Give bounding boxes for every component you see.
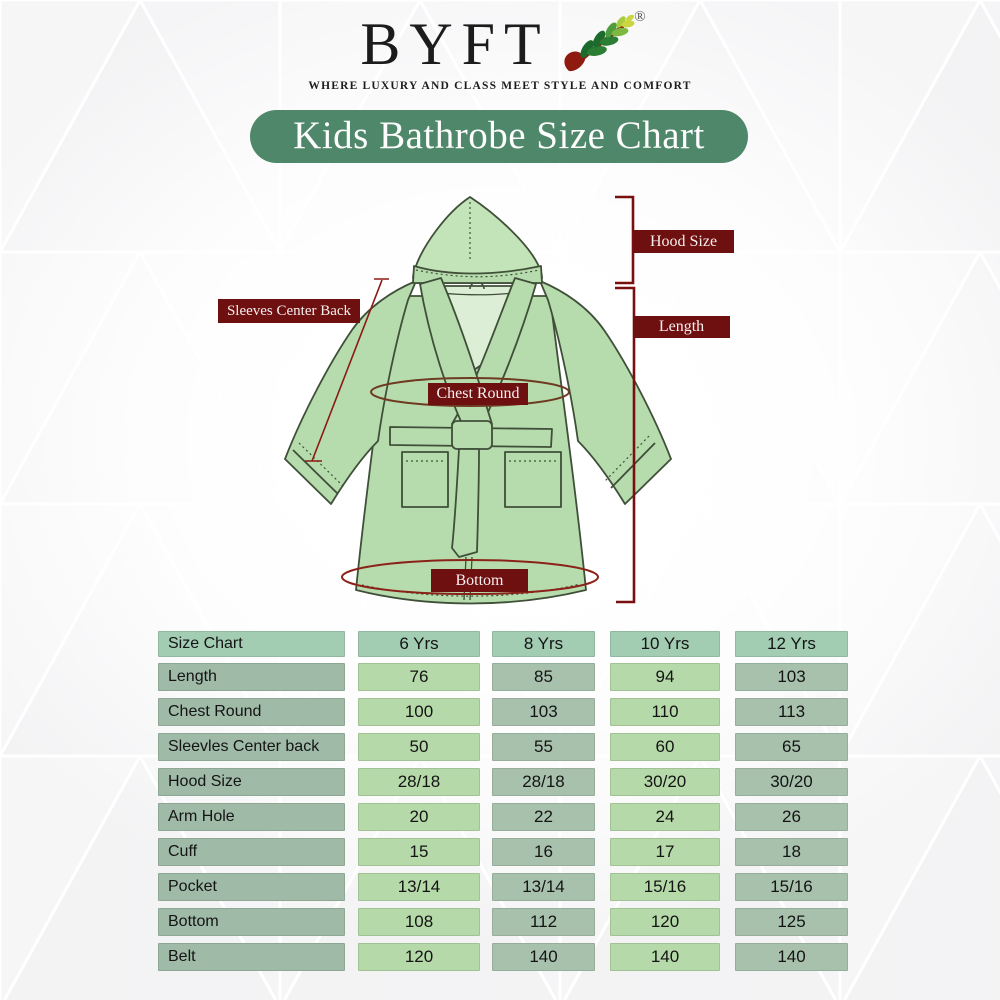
table-row-label: Arm Hole: [158, 803, 345, 831]
brand-logo-text: BYFT: [360, 11, 550, 77]
table-row-label: Belt: [158, 943, 345, 971]
robe-right-sleeve: [539, 280, 672, 505]
table-row-label: Length: [158, 663, 345, 691]
table-row-label: Hood Size: [158, 768, 345, 796]
chest-round-ellipse: [370, 377, 570, 407]
label-hood-size: Hood Size: [633, 230, 734, 253]
table-value-cell: 13/14: [492, 873, 595, 901]
table-header-cell: 8 Yrs: [492, 631, 595, 657]
table-value-cell: 50: [358, 733, 480, 761]
table-header-cell: 6 Yrs: [358, 631, 480, 657]
table-value-cell: 110: [610, 698, 720, 726]
table-header-cell: Size Chart: [158, 631, 345, 657]
table-value-cell: 55: [492, 733, 595, 761]
table-value-cell: 120: [358, 943, 480, 971]
table-row-label: Chest Round: [158, 698, 345, 726]
table-value-cell: 125: [735, 908, 848, 936]
table-value-cell: 15/16: [735, 873, 848, 901]
table-value-cell: 60: [610, 733, 720, 761]
table-value-cell: 24: [610, 803, 720, 831]
label-bottom: Bottom: [431, 569, 528, 592]
table-value-cell: 112: [492, 908, 595, 936]
table-value-cell: 140: [610, 943, 720, 971]
table-value-cell: 15/16: [610, 873, 720, 901]
table-value-cell: 94: [610, 663, 720, 691]
table-value-cell: 16: [492, 838, 595, 866]
label-length: Length: [633, 316, 730, 338]
table-value-cell: 26: [735, 803, 848, 831]
table-value-cell: 17: [610, 838, 720, 866]
table-value-cell: 65: [735, 733, 848, 761]
bottom-ellipse: [341, 559, 599, 595]
table-row-label: Cuff: [158, 838, 345, 866]
brand-logo: BYFT ®: [0, 9, 1000, 82]
table-value-cell: 85: [492, 663, 595, 691]
robe-left-pocket: [401, 451, 449, 508]
page-title: Kids Bathrobe Size Chart: [250, 110, 748, 163]
table-value-cell: 28/18: [358, 768, 480, 796]
table-value-cell: 22: [492, 803, 595, 831]
table-value-cell: 30/20: [610, 768, 720, 796]
bathrobe-illustration: [284, 195, 672, 605]
table-row-label: Sleevles Center back: [158, 733, 345, 761]
robe-right-pocket: [504, 451, 562, 508]
table-value-cell: 103: [492, 698, 595, 726]
table-value-cell: 20: [358, 803, 480, 831]
brand-tagline: WHERE LUXURY AND CLASS MEET STYLE AND CO…: [308, 80, 692, 92]
table-header-cell: 10 Yrs: [610, 631, 720, 657]
table-value-cell: 140: [492, 943, 595, 971]
table-value-cell: 103: [735, 663, 848, 691]
table-value-cell: 13/14: [358, 873, 480, 901]
label-sleeves-center-back: Sleeves Center Back: [218, 299, 360, 323]
sleeve-measure-line: [305, 278, 389, 462]
table-value-cell: 15: [358, 838, 480, 866]
table-row-label: Bottom: [158, 908, 345, 936]
table-value-cell: 28/18: [492, 768, 595, 796]
label-chest-round: Chest Round: [428, 383, 528, 405]
table-value-cell: 76: [358, 663, 480, 691]
table-value-cell: 140: [735, 943, 848, 971]
table-value-cell: 100: [358, 698, 480, 726]
table-value-cell: 30/20: [735, 768, 848, 796]
table-value-cell: 120: [610, 908, 720, 936]
leaf-icon: [564, 14, 635, 72]
table-header-cell: 12 Yrs: [735, 631, 848, 657]
table-value-cell: 18: [735, 838, 848, 866]
table-value-cell: 108: [358, 908, 480, 936]
table-row-label: Pocket: [158, 873, 345, 901]
table-value-cell: 113: [735, 698, 848, 726]
registered-trademark: ®: [634, 9, 646, 25]
